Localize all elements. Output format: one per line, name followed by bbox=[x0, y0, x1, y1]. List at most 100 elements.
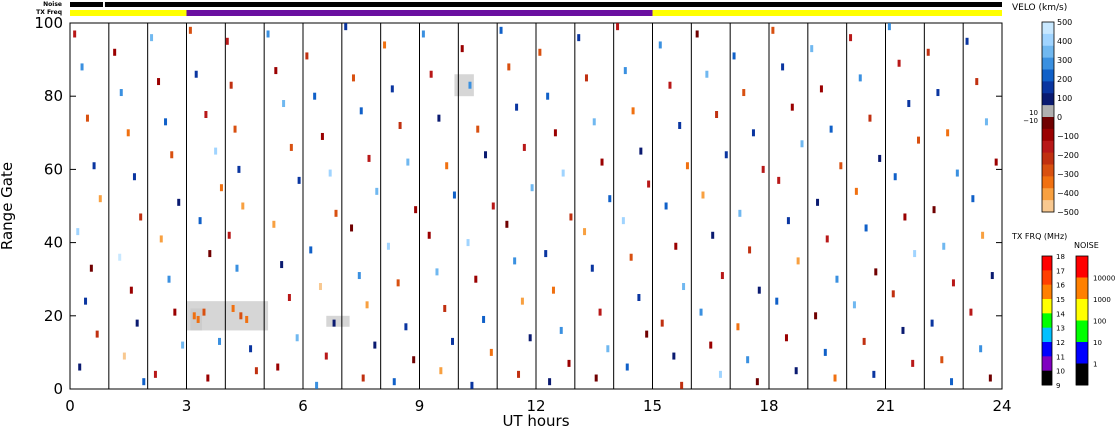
velocity-point bbox=[608, 195, 612, 203]
velocity-colorbar-swatch bbox=[1042, 81, 1054, 94]
velocity-colorbar-swatch bbox=[1042, 152, 1054, 165]
velocity-point bbox=[825, 235, 829, 243]
velocity-point bbox=[897, 59, 901, 67]
velocity-point bbox=[551, 286, 555, 294]
velocity-point bbox=[660, 319, 664, 327]
x-tick-label: 12 bbox=[526, 397, 545, 415]
velocity-point bbox=[350, 224, 354, 232]
velocity-point bbox=[173, 308, 177, 316]
velocity-point bbox=[235, 264, 239, 272]
velocity-point bbox=[786, 217, 790, 225]
velocity-point bbox=[598, 308, 602, 316]
velocity-point bbox=[233, 125, 237, 133]
velocity-point bbox=[751, 129, 755, 137]
velocity-point bbox=[390, 85, 394, 93]
velocity-point bbox=[227, 231, 231, 239]
velocity-point bbox=[590, 264, 594, 272]
velocity-point bbox=[839, 162, 843, 170]
velocity-point bbox=[969, 308, 973, 316]
velocity-point bbox=[913, 250, 917, 258]
velocity-point bbox=[437, 114, 441, 122]
velocity-point bbox=[528, 334, 532, 342]
velocity-points bbox=[73, 23, 998, 389]
velocity-point bbox=[755, 378, 759, 386]
velocity-point bbox=[631, 107, 635, 115]
velocity-colorbar-tick: −100 bbox=[1057, 132, 1079, 141]
velocity-point bbox=[940, 356, 944, 364]
velocity-point bbox=[742, 89, 746, 97]
velocity-point bbox=[874, 268, 878, 276]
velocity-point bbox=[194, 70, 198, 78]
velocity-point bbox=[225, 37, 229, 45]
velocity-colorbar-frame bbox=[1041, 21, 1055, 213]
noise-colorbar-frame bbox=[1075, 255, 1089, 386]
velocity-point bbox=[746, 356, 750, 364]
velocity-point bbox=[955, 169, 959, 177]
velocity-colorbar-swatch bbox=[1042, 164, 1054, 177]
velocity-point bbox=[629, 253, 633, 261]
velocity-point bbox=[678, 121, 682, 129]
velocity-colorbar-swatch bbox=[1042, 200, 1054, 213]
velocity-point bbox=[621, 217, 625, 225]
txfreq-colorbar-tick: 9 bbox=[1056, 382, 1060, 390]
velocity-point bbox=[392, 378, 396, 386]
velocity-point bbox=[167, 275, 171, 283]
velocity-point bbox=[361, 374, 365, 382]
velocity-point bbox=[309, 246, 313, 254]
velocity-point bbox=[777, 176, 781, 184]
velocity-point bbox=[515, 103, 519, 111]
ground-scatter-region bbox=[454, 74, 474, 97]
velocity-point bbox=[569, 213, 573, 221]
txfreq-colorbar-swatch bbox=[1042, 270, 1052, 286]
velocity-point bbox=[239, 312, 243, 320]
velocity-point bbox=[334, 209, 338, 217]
velocity-point bbox=[177, 198, 181, 206]
noise-colorbar-swatch bbox=[1076, 320, 1088, 343]
velocity-point bbox=[794, 367, 798, 375]
velocity-point bbox=[674, 242, 678, 250]
velocity-point bbox=[412, 356, 416, 364]
velocity-colorbar-tick: −300 bbox=[1057, 170, 1079, 179]
velocity-point bbox=[188, 26, 192, 34]
velocity-point bbox=[460, 45, 464, 53]
velocity-point bbox=[435, 268, 439, 276]
txfreq-colorbar-swatch bbox=[1042, 256, 1052, 271]
velocity-point bbox=[784, 334, 788, 342]
velocity-colorbar-tick: 400 bbox=[1057, 37, 1072, 46]
velocity-point bbox=[965, 37, 969, 45]
velocity-colorbar-small-label: −10 bbox=[1023, 117, 1038, 125]
velocity-point bbox=[229, 81, 233, 89]
velocity-point bbox=[305, 52, 309, 60]
txfreq-segment bbox=[652, 10, 1002, 16]
velocity-point bbox=[901, 326, 905, 334]
velocity-point bbox=[365, 301, 369, 309]
velocity-point bbox=[344, 23, 348, 31]
velocity-point bbox=[775, 297, 779, 305]
y-tick-label: 100 bbox=[34, 14, 63, 32]
velocity-point bbox=[89, 264, 93, 272]
noise-segment bbox=[70, 2, 104, 7]
noise-segment bbox=[104, 2, 1002, 7]
velocity-point bbox=[324, 352, 328, 360]
velocity-point bbox=[544, 250, 548, 258]
velocity-point bbox=[452, 191, 456, 199]
noise-colorbar-tick: 1 bbox=[1093, 361, 1097, 369]
velocity-point bbox=[332, 319, 336, 327]
velocity-point bbox=[849, 34, 853, 42]
velocity-point bbox=[139, 213, 143, 221]
velocity-point bbox=[95, 330, 99, 338]
velocity-point bbox=[682, 283, 686, 291]
velocity-point bbox=[272, 220, 276, 228]
velocity-point bbox=[443, 304, 447, 312]
velocity-point bbox=[858, 74, 862, 82]
y-axis: 0 20 40 60 80 100 bbox=[34, 14, 1002, 398]
velocity-point bbox=[126, 129, 130, 137]
velocity-point bbox=[868, 114, 872, 122]
velocity-point bbox=[854, 187, 858, 195]
txfreq-colorbar-tick: 15 bbox=[1056, 296, 1065, 304]
velocity-point bbox=[699, 308, 703, 316]
velocity-point bbox=[705, 70, 709, 78]
txfreq-colorbar-tick: 12 bbox=[1056, 339, 1065, 347]
noise-colorbar-title: NOISE bbox=[1074, 241, 1099, 250]
velocity-point bbox=[198, 217, 202, 225]
